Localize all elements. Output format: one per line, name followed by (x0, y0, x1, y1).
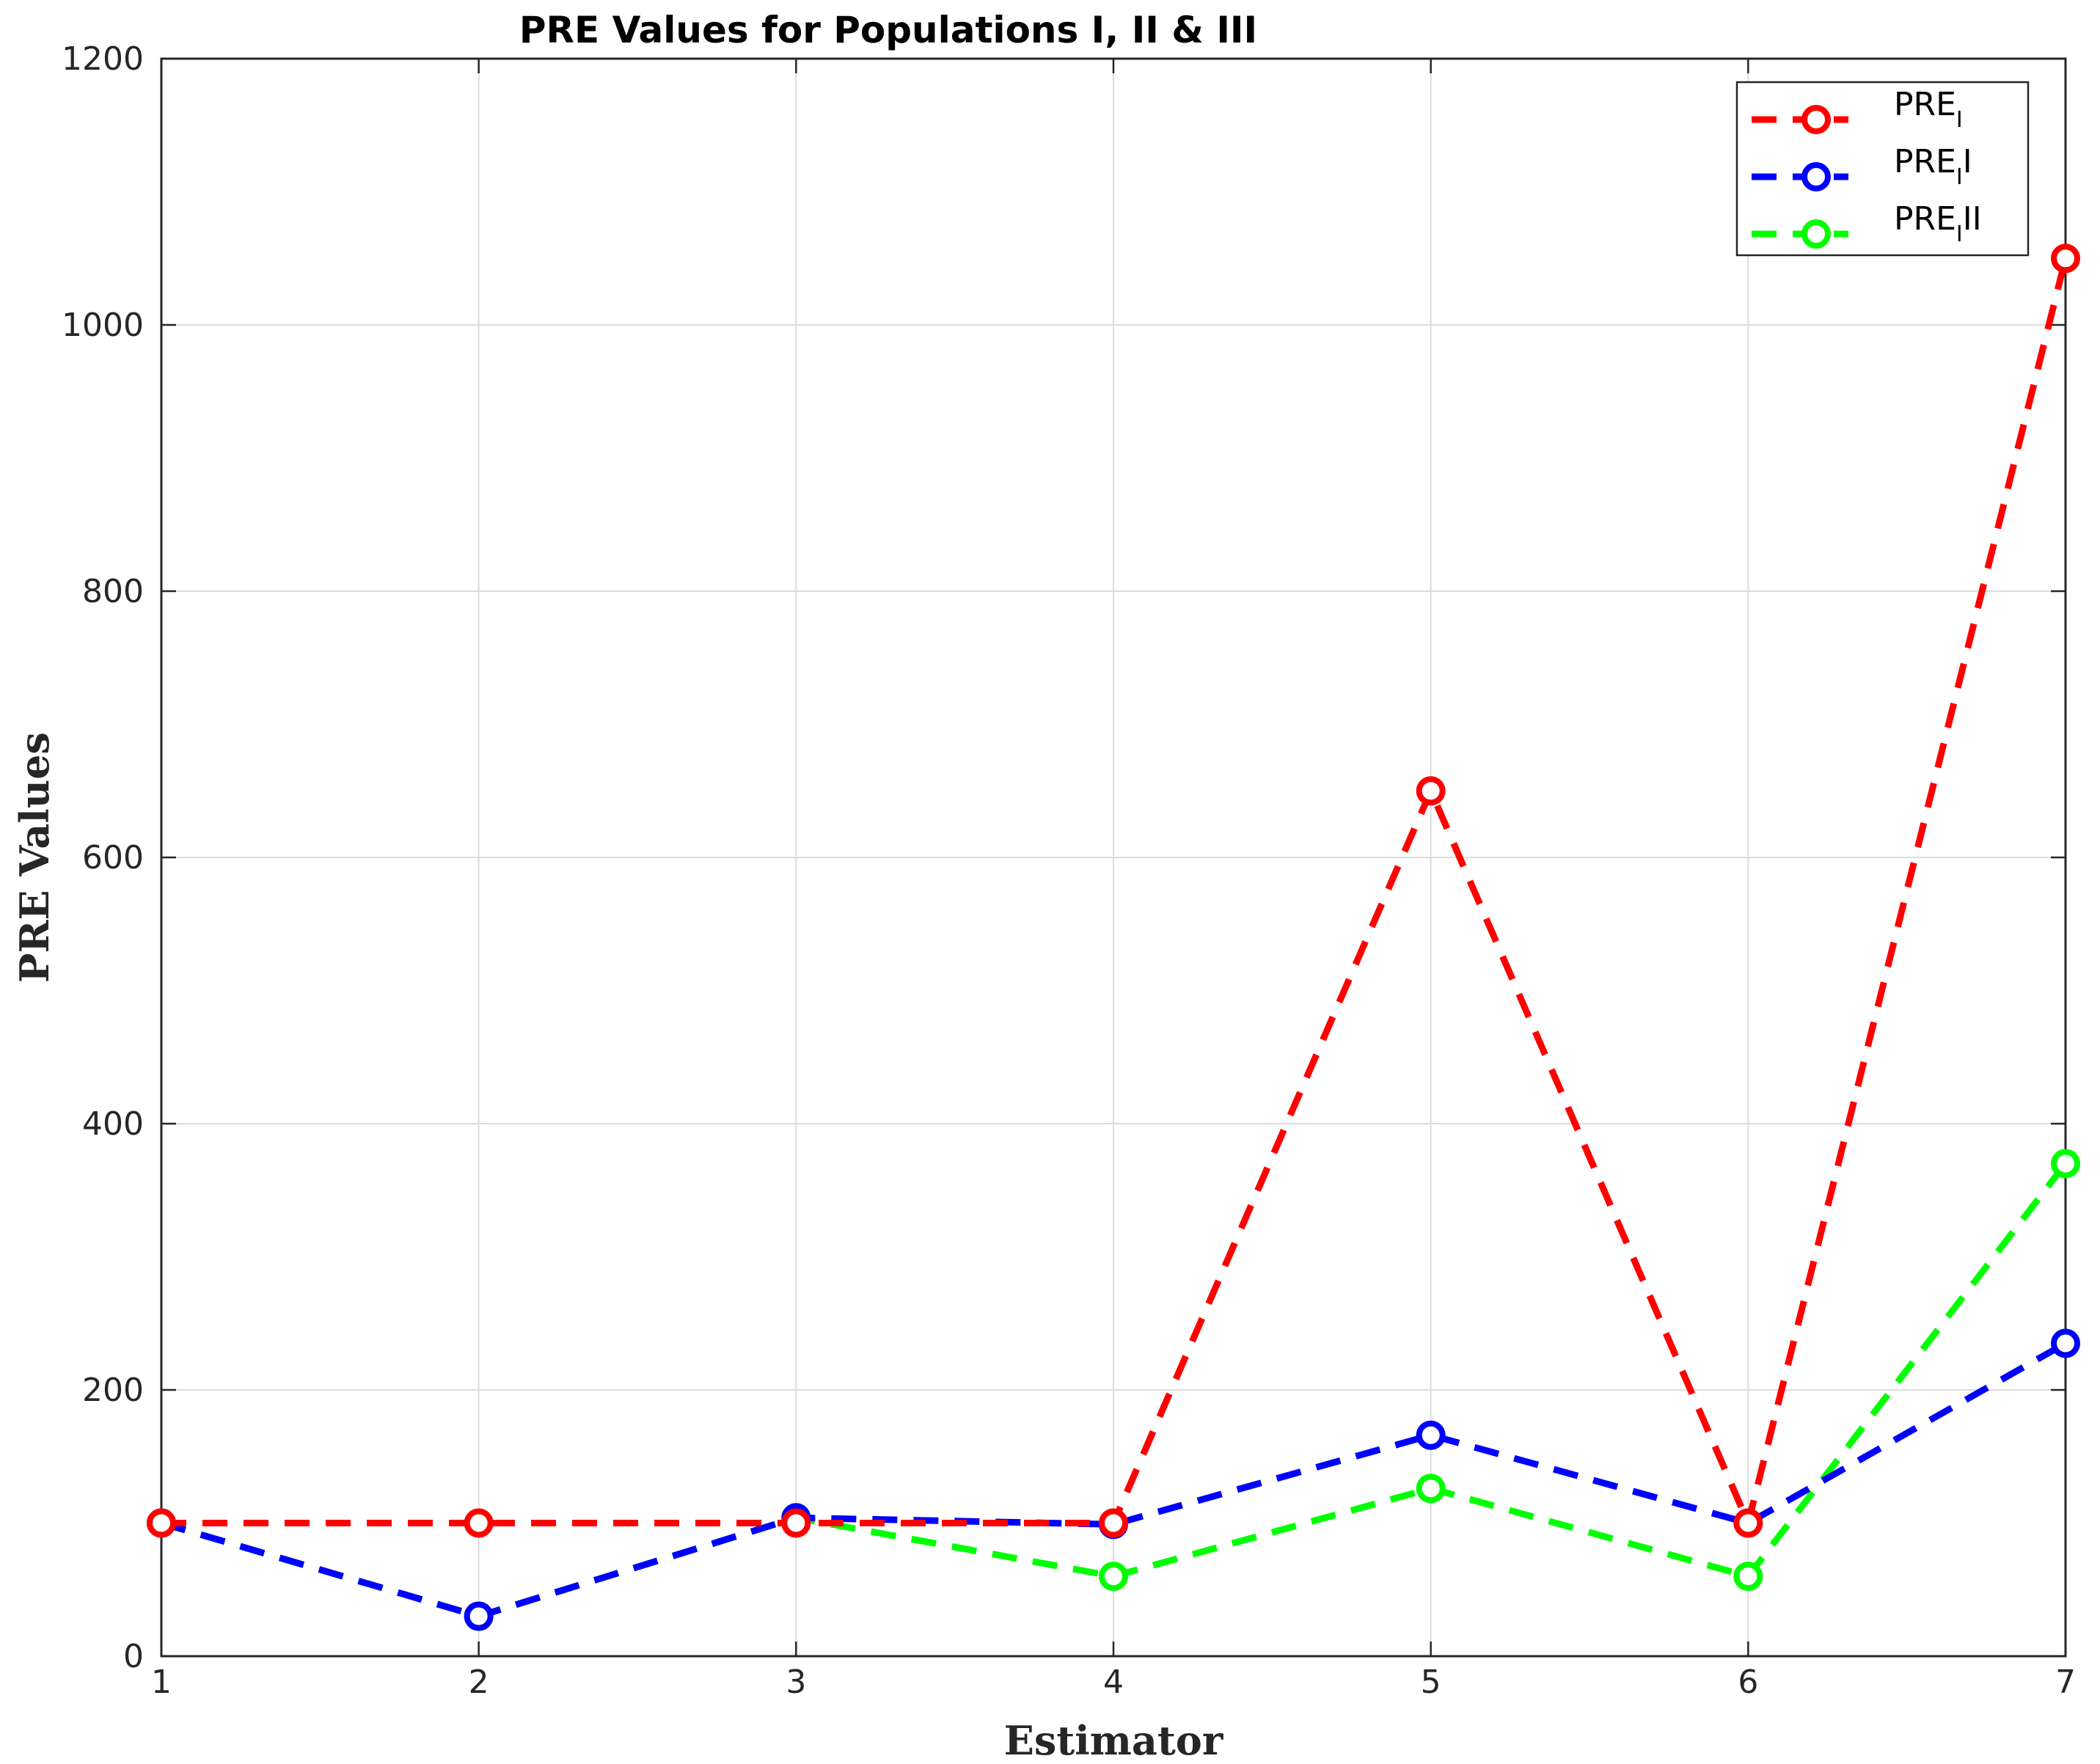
data-point (2051, 1328, 2080, 1358)
legend-label: PREII (1894, 143, 1972, 190)
y-tick-label: 400 (82, 1105, 144, 1143)
data-point (1099, 1562, 1128, 1592)
x-axis-label: Estimator (1004, 1717, 1223, 1764)
x-tick-label: 6 (1738, 1664, 1758, 1701)
x-tick-label: 4 (1103, 1664, 1124, 1701)
x-tick-label: 2 (469, 1664, 489, 1701)
x-tick-label: 1 (151, 1664, 172, 1701)
y-tick-label: 1200 (62, 40, 144, 78)
legend-marker (1801, 219, 1831, 249)
series-pre_i (147, 244, 2080, 1538)
y-tick-label: 200 (82, 1372, 144, 1409)
ticks: 1 2 3 4 5 6 7 0 200 400 600 800 1000 1200 (62, 40, 2076, 1701)
y-tick-label: 1000 (62, 307, 144, 344)
grid (161, 58, 2066, 1657)
legend-box (1735, 81, 2030, 257)
data-point (464, 1508, 494, 1538)
legend-label: PREIII (1894, 200, 1982, 247)
x-tick-label: 3 (786, 1664, 806, 1701)
y-tick-label: 0 (123, 1638, 144, 1675)
data-point (2051, 1149, 2080, 1179)
data-point (1416, 1474, 1446, 1504)
x-tick-label: 5 (1421, 1664, 1441, 1701)
data-point (2051, 244, 2080, 274)
y-tick-label: 600 (82, 839, 144, 876)
data-point (1099, 1508, 1128, 1538)
data-point (781, 1508, 811, 1538)
data-point (147, 1508, 176, 1538)
data-point (1416, 776, 1446, 806)
data-point (1416, 1420, 1446, 1450)
legend-label: PREI (1894, 86, 1963, 133)
y-axis-label: PRE Values (11, 732, 58, 983)
series-layer (147, 244, 2080, 1631)
data-point (1733, 1562, 1763, 1592)
y-tick-label: 800 (82, 573, 144, 610)
legend-marker (1801, 162, 1831, 191)
legend: PREI PREII PREIII (1735, 81, 2030, 257)
legend-marker (1801, 105, 1831, 134)
chart-title: PRE Values for Populations I, II & III (519, 9, 1257, 51)
data-point (1733, 1508, 1763, 1538)
x-tick-label: 7 (2055, 1664, 2076, 1701)
data-point (464, 1601, 494, 1631)
